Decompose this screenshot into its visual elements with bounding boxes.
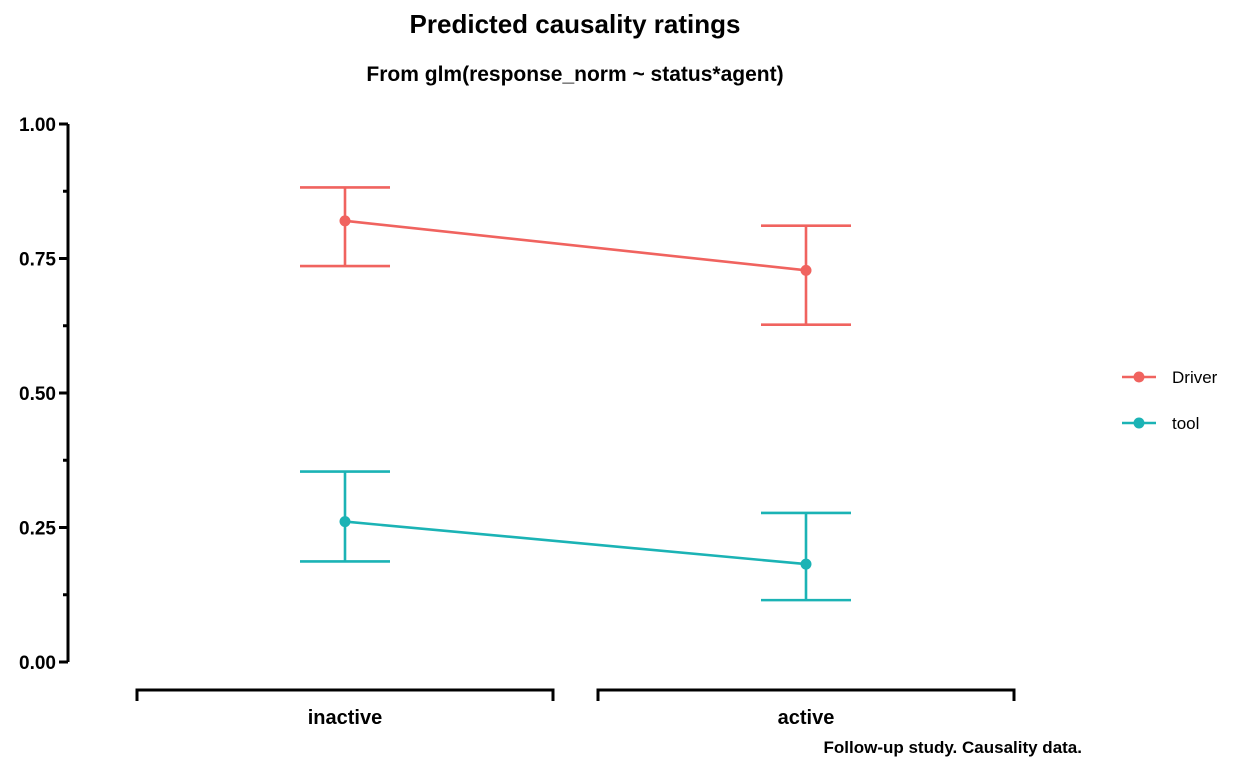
- y-axis: 0.00 0.25 0.50 0.75 1.00: [19, 115, 70, 674]
- chart-title: Predicted causality ratings: [410, 9, 741, 39]
- x-axis: inactive active: [135, 688, 1016, 729]
- chart-subtitle: From glm(response_norm ~ status*agent): [366, 63, 783, 86]
- legend-item-driver: Driver: [1122, 368, 1218, 387]
- legend: Driver tool: [1122, 368, 1218, 433]
- legend-label: tool: [1172, 414, 1199, 433]
- series-driver: [300, 186, 851, 326]
- data-point: [800, 264, 812, 276]
- data-point: [339, 215, 351, 227]
- legend-item-tool: tool: [1122, 414, 1199, 433]
- chart-caption: Follow-up study. Causality data.: [824, 738, 1083, 757]
- y-tick-label: 1.00: [19, 115, 56, 136]
- data-point: [800, 558, 812, 570]
- data-point: [339, 516, 351, 528]
- legend-swatch-point: [1133, 371, 1145, 383]
- series-tool: [300, 470, 851, 602]
- error-bar: [761, 511, 851, 602]
- plot-area: [300, 186, 851, 602]
- legend-label: Driver: [1172, 368, 1218, 387]
- series-line: [344, 520, 807, 566]
- legend-swatch-point: [1133, 417, 1145, 429]
- x-tick-label: inactive: [308, 707, 382, 729]
- series-line: [344, 219, 807, 272]
- y-tick-label: 0.00: [19, 653, 56, 674]
- x-category-bracket: [596, 688, 1016, 701]
- y-tick-label: 0.50: [19, 384, 56, 405]
- x-tick-label: active: [778, 707, 835, 729]
- error-bar: [300, 186, 390, 268]
- y-tick-label: 0.25: [19, 519, 56, 540]
- x-category-bracket: [135, 688, 555, 701]
- y-tick-label: 0.75: [19, 250, 56, 271]
